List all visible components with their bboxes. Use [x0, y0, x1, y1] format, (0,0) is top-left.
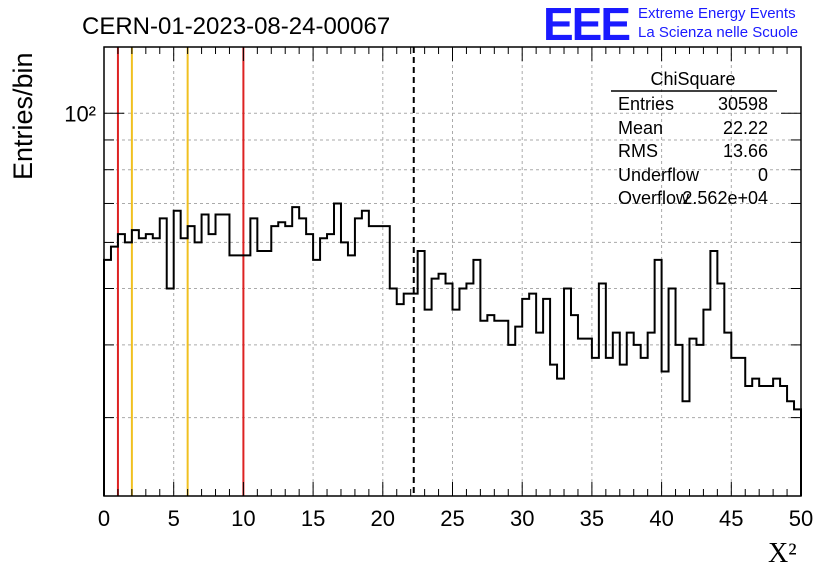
x-tick-label-50: 50 [789, 506, 813, 531]
logo-line-1: Extreme Energy Events [638, 5, 796, 22]
x-tick-label-30: 30 [510, 506, 534, 531]
stats-value-mean: 22.22 [723, 118, 768, 138]
stats-value-rms: 13.66 [723, 141, 768, 161]
grid-lines [104, 47, 801, 496]
x-tick-label-15: 15 [301, 506, 325, 531]
x-tick-label-10: 10 [231, 506, 255, 531]
histogram-outline [103, 202, 802, 496]
x-tick-label-25: 25 [440, 506, 464, 531]
stats-value-entries: 30598 [718, 94, 768, 114]
run-title: CERN-01-2023-08-24-00067 [82, 13, 390, 40]
stats-box: ChiSquare Entries 30598 Mean 22.22 RMS 1… [611, 69, 777, 208]
y-tick-label-100: 10² [64, 101, 96, 126]
x-tick-label-40: 40 [649, 506, 673, 531]
stats-label-mean: Mean [618, 118, 663, 138]
stats-label-rms: RMS [618, 141, 658, 161]
stats-value-overflow: 2.562e+04 [682, 188, 768, 208]
x-tick-label-5: 5 [168, 506, 180, 531]
x-tick-label-20: 20 [371, 506, 395, 531]
x-tick-label-45: 45 [719, 506, 743, 531]
stats-title: ChiSquare [650, 69, 735, 89]
axes: 0 5 10 15 20 25 30 35 40 45 50 10² [64, 46, 813, 531]
stats-label-underflow: Underflow [618, 165, 700, 185]
x-tick-label-35: 35 [580, 506, 604, 531]
stats-label-entries: Entries [618, 94, 674, 114]
y-axis-label: Entries/bin [8, 52, 38, 180]
stats-value-underflow: 0 [758, 165, 768, 185]
eee-logo: EEE [543, 0, 629, 50]
marker-lines [116, 47, 415, 496]
stats-label-overflow: Overflow [618, 188, 690, 208]
x-axis-label: X² [768, 538, 797, 569]
logo-line-2: La Scienza nelle Scuole [638, 24, 798, 41]
histogram-series [103, 202, 802, 496]
x-tick-label-0: 0 [98, 506, 110, 531]
